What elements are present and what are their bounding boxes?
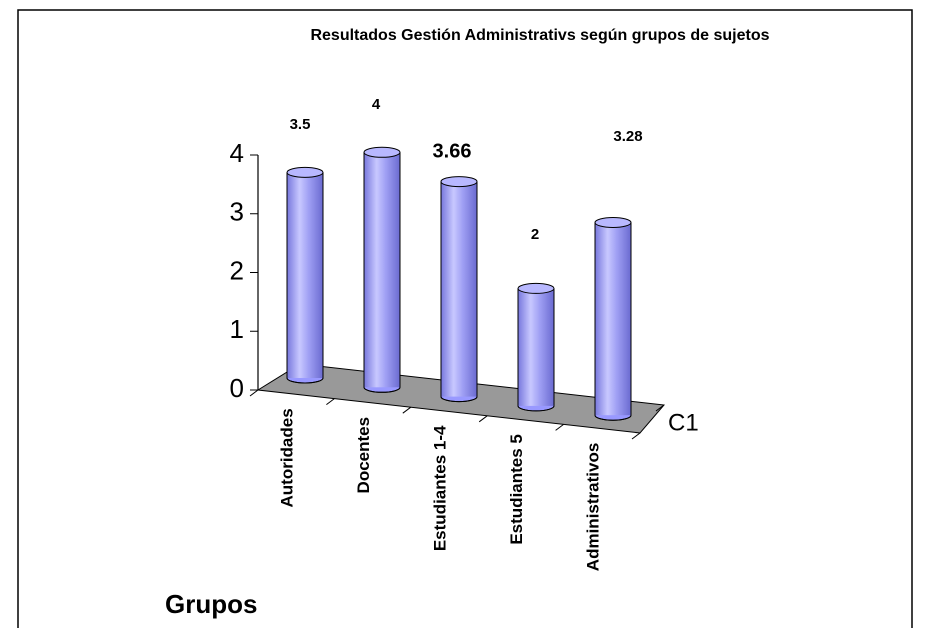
y-tick-label: 4 <box>230 138 244 168</box>
cylinder-bottom-edge <box>440 396 478 403</box>
cylinder <box>286 166 324 384</box>
cylinder <box>440 176 478 403</box>
cylinder-bottom-edge <box>363 387 401 393</box>
y-tick-label: 2 <box>230 255 244 285</box>
cylinder <box>517 282 555 412</box>
bar <box>441 181 477 397</box>
x-tick <box>478 415 488 423</box>
cylinder-bottom-edge <box>286 377 324 384</box>
x-tick-label: Administrativos <box>583 443 602 571</box>
series-label: C1 <box>668 409 699 436</box>
cylinder-bottom-edge <box>517 405 555 412</box>
y-tick-label: 1 <box>230 314 244 344</box>
cylinder-top <box>363 146 401 158</box>
y-tick-label: 0 <box>230 373 244 403</box>
x-tick <box>555 423 564 431</box>
x-tick-label: Estudiantes 5 <box>507 434 526 545</box>
x-tick-label: Estudiantes 1-4 <box>430 425 449 551</box>
cylinder-top <box>286 166 324 178</box>
bar <box>364 152 400 388</box>
bar <box>595 222 631 416</box>
bar <box>287 172 323 378</box>
y-tick-label: 3 <box>230 197 244 227</box>
cylinder-top <box>517 282 555 294</box>
x-axis-title: Grupos <box>165 589 257 619</box>
data-label: 3.5 <box>290 116 311 133</box>
x-tick <box>326 398 335 406</box>
data-label: 2 <box>531 226 539 243</box>
x-tick <box>402 406 412 414</box>
x-tick-label: Docentes <box>354 417 373 494</box>
data-label: 4 <box>372 96 381 113</box>
chart-title: Resultados Gestión Administrativs según … <box>310 27 769 44</box>
cylinder <box>363 146 401 393</box>
bar <box>518 288 554 406</box>
x-tick-label: Autoridades <box>278 408 297 507</box>
cylinder-top <box>440 176 478 188</box>
cylinder <box>594 217 632 421</box>
cylinder-top <box>594 217 632 228</box>
cylinder-bottom-edge <box>594 415 632 421</box>
depth-tick <box>655 404 665 412</box>
data-label: 3.28 <box>613 128 642 145</box>
x-tick <box>631 432 641 440</box>
x-tick <box>249 389 259 397</box>
data-label: 3.66 <box>433 140 472 162</box>
